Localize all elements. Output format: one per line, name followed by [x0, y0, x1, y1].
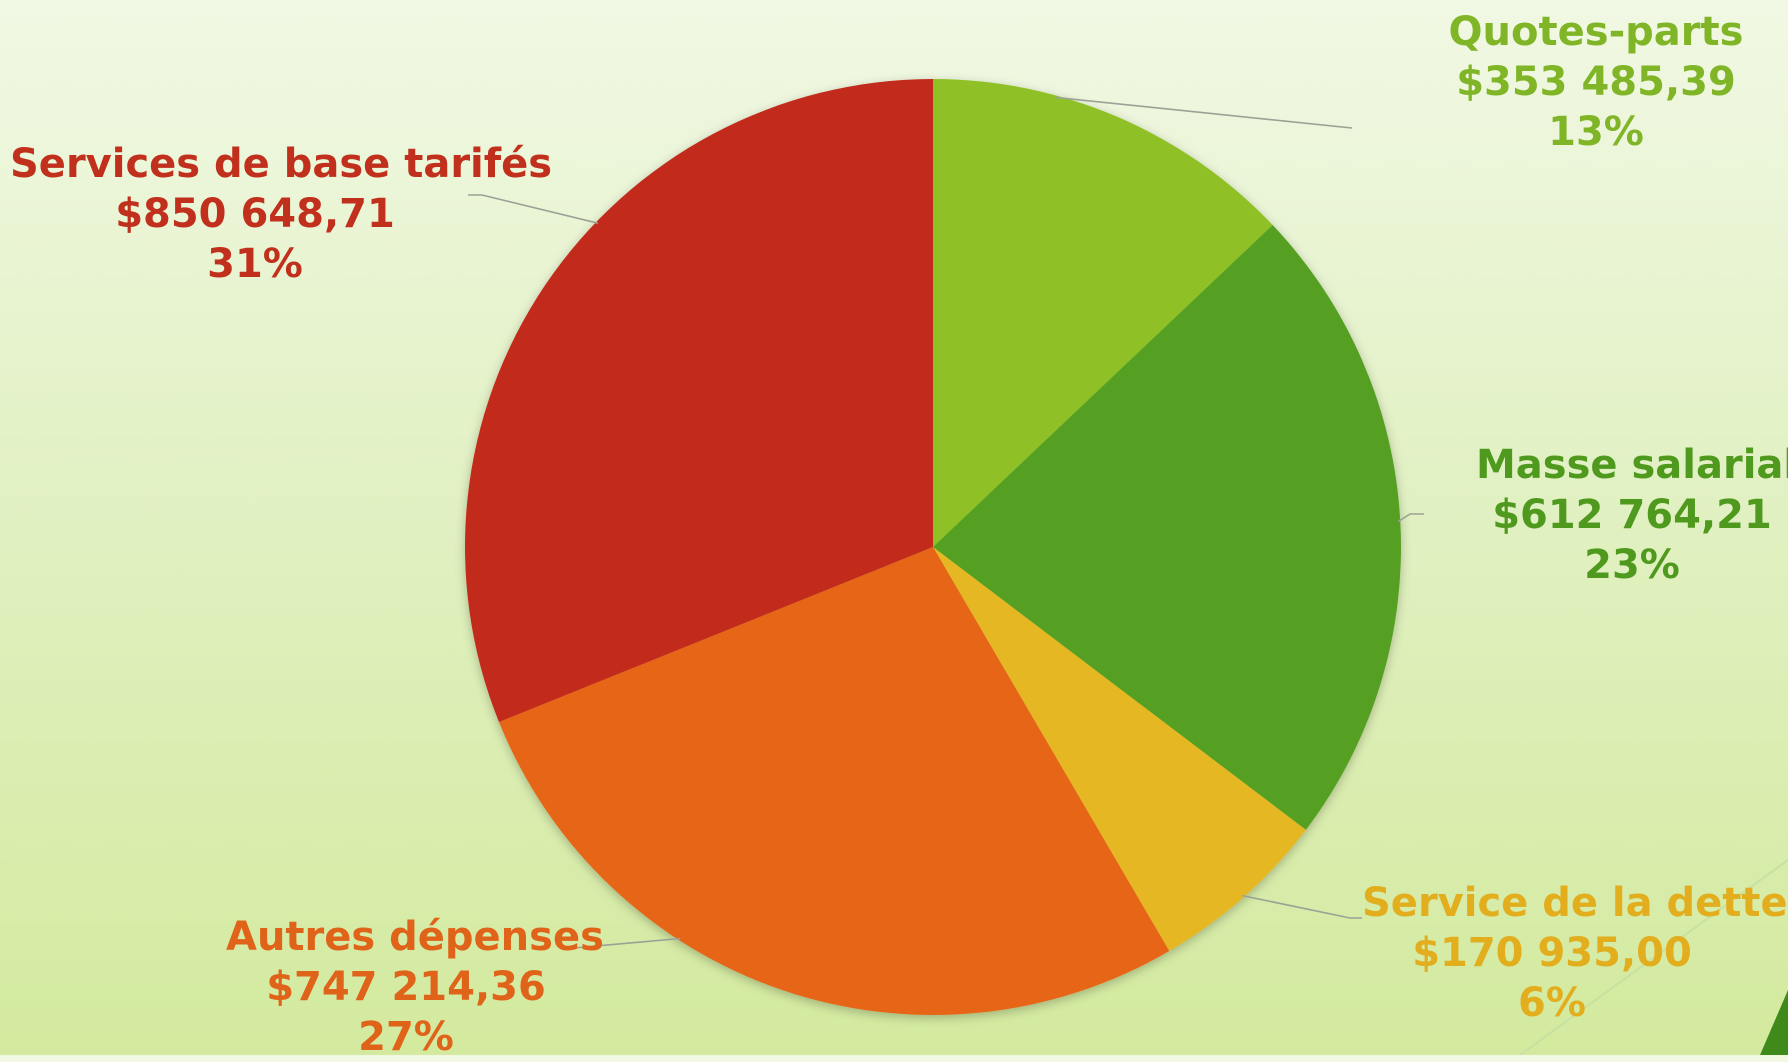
- pie-slice-service-de-la-dette: [933, 547, 1306, 951]
- pie-slice-quotes-parts: [933, 79, 1273, 547]
- data-label-masse-salariale: Masse salariale $612 764,21 23%: [1476, 440, 1788, 590]
- slice-label-percent: 27%: [358, 1014, 454, 1060]
- leader-line: [1397, 513, 1424, 523]
- leader-lines: [468, 96, 1424, 950]
- slice-label-percent: 6%: [1518, 980, 1586, 1026]
- leader-line: [468, 194, 599, 224]
- slice-label-percent: 23%: [1584, 542, 1680, 588]
- leader-line: [1055, 96, 1353, 129]
- leader-line: [561, 937, 681, 950]
- decorative-triangle: [1760, 990, 1788, 1055]
- slice-label-name: Autres dépenses: [226, 914, 604, 960]
- data-label-autres-depenses: Autres dépenses $747 214,36 27%: [226, 912, 604, 1062]
- data-label-service-de-la-dette: Service de la dette $170 935,00 6%: [1362, 878, 1788, 1028]
- slice-label-percent: 13%: [1548, 109, 1644, 155]
- slice-label-name: Service de la dette: [1362, 880, 1788, 926]
- slice-label-value: $612 764,21: [1492, 492, 1772, 538]
- slice-label-name: Quotes-parts: [1448, 9, 1744, 55]
- leader-line: [1242, 894, 1362, 919]
- slice-label-name: Masse salariale: [1476, 442, 1788, 488]
- pie-slice-masse-salariale: [933, 225, 1402, 830]
- slice-label-value: $170 935,00: [1412, 930, 1692, 976]
- slice-label-name: Services de base tarifés: [10, 141, 553, 187]
- decorative-line: [1519, 859, 1788, 1055]
- slice-label-percent: 31%: [207, 241, 303, 287]
- pie-slice-services-de-base-tarifes: [465, 79, 933, 723]
- pie-slices: [465, 79, 1402, 1015]
- data-label-services-de-base-tarifes: Services de base tarifés $850 648,71 31%: [10, 139, 553, 289]
- slice-label-value: $353 485,39: [1456, 59, 1736, 105]
- data-label-quotes-parts: Quotes-parts $353 485,39 13%: [1436, 7, 1756, 157]
- slice-label-value: $747 214,36: [266, 964, 546, 1010]
- pie-slice-autres-depenses: [498, 547, 1170, 1015]
- slice-label-value: $850 648,71: [115, 191, 395, 237]
